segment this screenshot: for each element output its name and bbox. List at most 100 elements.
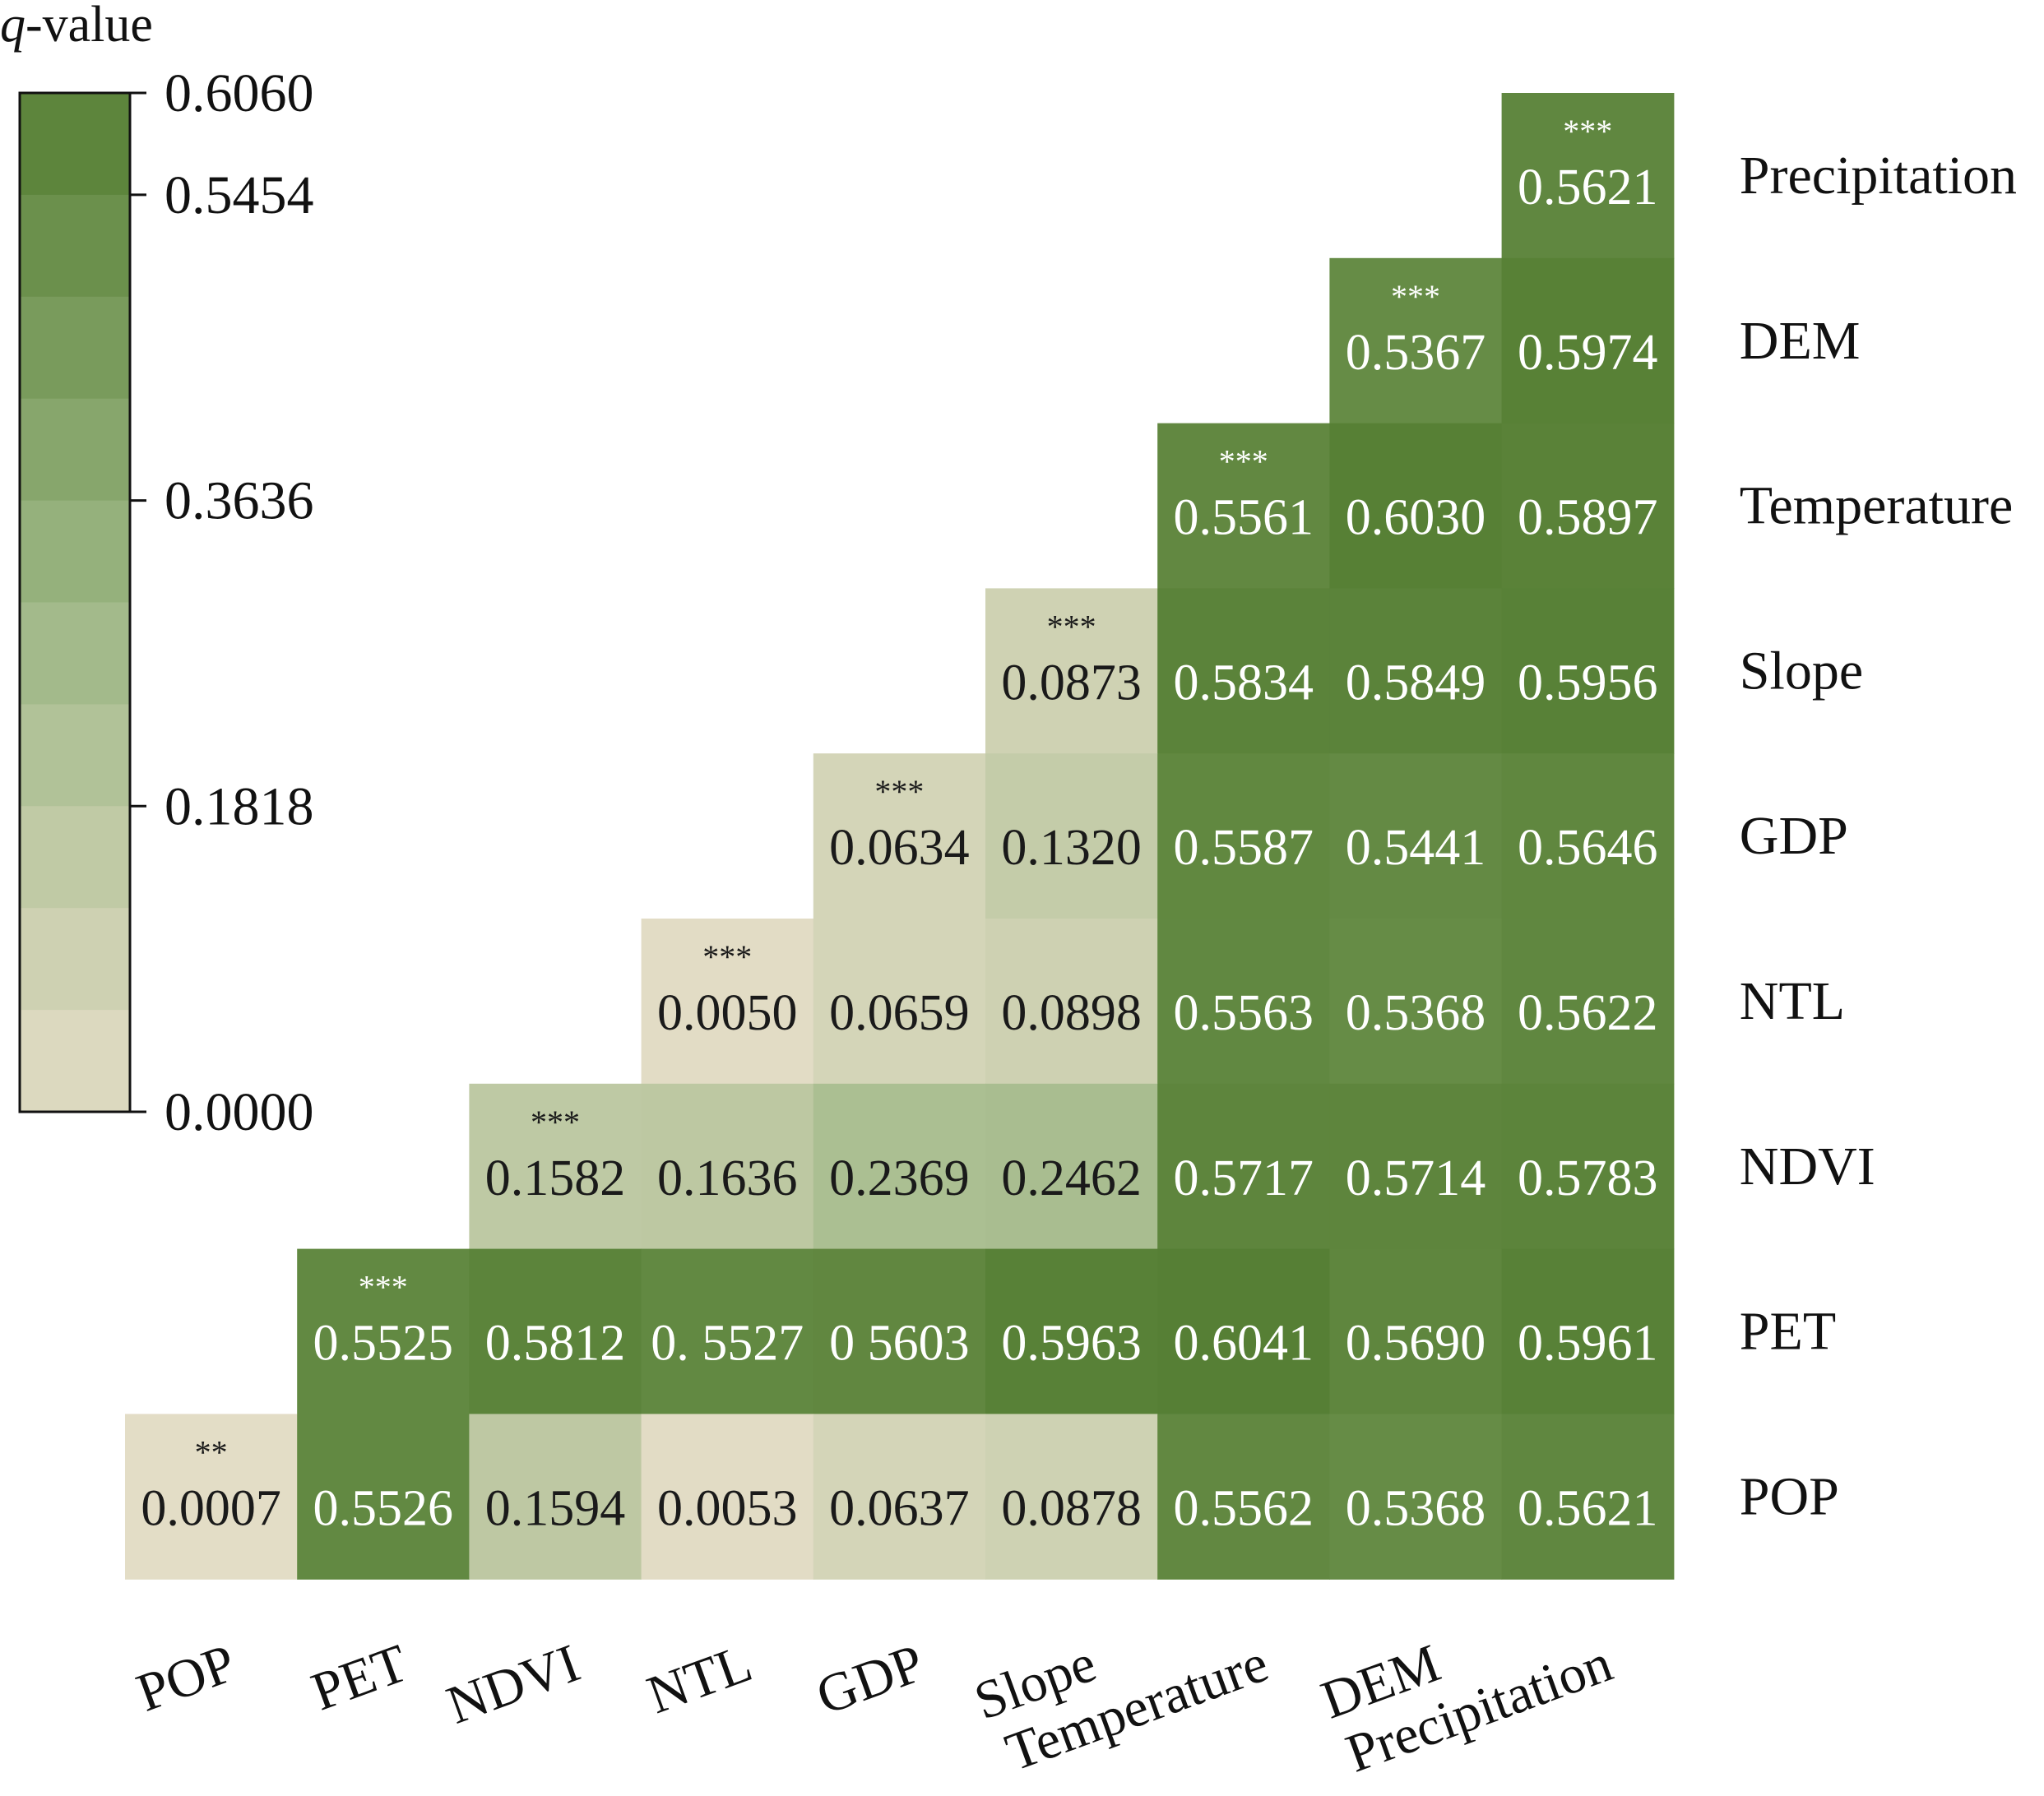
cell-value-label: 0.5368 [1346, 1480, 1486, 1536]
legend-tick-label: 0.6060 [165, 63, 314, 123]
cell-value-label: 0.5783 [1518, 1150, 1658, 1206]
cell-value-label: 0.5974 [1518, 325, 1658, 381]
heatmap-cell [125, 1414, 298, 1580]
significance-label: *** [874, 773, 924, 810]
heatmap-cell [1501, 1083, 1675, 1250]
row-label: NTL [1740, 971, 1845, 1031]
heatmap-cell [1501, 257, 1675, 424]
cell-value-label: 0.1636 [657, 1150, 798, 1206]
heatmap-cell [469, 1414, 642, 1580]
heatmap-cell [1157, 919, 1330, 1085]
cell-value-label: 0. 5527 [651, 1316, 804, 1372]
column-label: POP [129, 1633, 243, 1724]
heatmap-cell [985, 588, 1158, 754]
heatmap-cell [641, 1248, 814, 1414]
cell-value-label: 0.5956 [1518, 655, 1658, 711]
heatmap-cell [641, 919, 814, 1085]
heatmap-cell [1501, 588, 1675, 754]
row-labels: Precipitation DEM Temperature Slope GDP NTL ND… [1740, 146, 2017, 1526]
heatmap-cell [641, 1414, 814, 1580]
column-label: NTL [640, 1633, 760, 1725]
legend-color-step [20, 500, 130, 604]
row-label: PET [1740, 1302, 1836, 1362]
column-label: GDP [809, 1633, 931, 1727]
heatmap-cell [641, 1083, 814, 1250]
cell-value-label: 0.0878 [1001, 1480, 1142, 1536]
cell-value-label: 0.5526 [313, 1480, 454, 1536]
heatmap-cells: 0.5621 *** 0.5367 *** 0.5974 0.5561 *** 0.6030 0… [125, 93, 1675, 1580]
heatmap-cell [1157, 423, 1330, 589]
significance-label: *** [1563, 113, 1612, 150]
heatmap-cell [469, 1248, 642, 1414]
cell-value-label: 0.5622 [1518, 985, 1658, 1041]
heatmap-cell [1157, 1248, 1330, 1414]
cell-value-label: 0.5834 [1174, 655, 1314, 711]
cell-value-label: 0.0007 [141, 1480, 281, 1536]
legend-title: q-value [0, 0, 153, 53]
column-label: PET [304, 1633, 415, 1723]
cell-value-label: 0.2462 [1001, 1150, 1142, 1206]
heatmap-cell [1501, 1248, 1675, 1414]
heatmap-cell [985, 919, 1158, 1085]
legend-tick-label: 0.0000 [165, 1082, 314, 1142]
heatmap-cell [1501, 1414, 1675, 1580]
heatmap-cell [985, 1248, 1158, 1414]
heatmap-cell [1329, 919, 1503, 1085]
cell-value-label: 0.0637 [829, 1480, 970, 1536]
cell-value-label: 0.0634 [829, 820, 970, 876]
legend-title-var: q [0, 0, 25, 53]
significance-label: *** [531, 1104, 580, 1141]
heatmap-cell [813, 1414, 986, 1580]
cell-value-label: 0.5963 [1001, 1316, 1142, 1372]
heatmap-cell [1329, 257, 1503, 424]
legend-color-step [20, 704, 130, 807]
heatmap-cell [1329, 753, 1503, 919]
cell-value-label: 0.0659 [829, 985, 970, 1041]
cell-value-label: 0.5525 [313, 1316, 454, 1372]
heatmap-cell [1501, 753, 1675, 919]
heatmap-cell [985, 753, 1158, 919]
row-label: POP [1740, 1466, 1839, 1526]
heatmap-cell [1501, 93, 1675, 259]
cell-value-label: 0 5603 [829, 1316, 970, 1372]
cell-value-label: 0.5441 [1346, 820, 1486, 876]
heatmap-cell [1157, 1083, 1330, 1250]
cell-value-label: 0.5621 [1518, 1480, 1658, 1536]
heatmap-cell [1157, 753, 1330, 919]
cell-value-label: 0.1320 [1001, 820, 1142, 876]
significance-label: *** [1219, 443, 1268, 480]
color-legend: q-value 0.6060 0.5454 0.3636 0.1818 0.0000 [0, 0, 314, 1142]
row-label: Slope [1740, 641, 1863, 701]
cell-value-label: 0.5812 [485, 1316, 626, 1372]
row-label: Precipitation [1740, 146, 2017, 206]
cell-value-label: 0.5563 [1174, 985, 1314, 1041]
heatmap-cell [813, 1083, 986, 1250]
heatmap-cell [297, 1248, 470, 1414]
heatmap-cell [1501, 919, 1675, 1085]
cell-value-label: 0.1594 [485, 1480, 626, 1536]
significance-label: *** [1047, 608, 1096, 645]
row-label: Temperature [1740, 476, 2014, 536]
heatmap-cell [469, 1083, 642, 1250]
cell-value-label: 0.0898 [1001, 985, 1142, 1041]
legend-border [18, 91, 132, 1113]
cell-value-label: 0.5587 [1174, 820, 1314, 876]
cell-value-label: 0.1582 [485, 1150, 626, 1206]
cell-value-label: 0.0873 [1001, 655, 1142, 711]
cell-value-label: 0.5849 [1346, 655, 1486, 711]
heatmap-cell [813, 1248, 986, 1414]
heatmap-cell [1157, 588, 1330, 754]
heatmap-cell [1329, 423, 1503, 589]
cell-value-label: 0.0050 [657, 985, 798, 1041]
cell-value-label: 0.5714 [1346, 1150, 1486, 1206]
legend-color-step [20, 398, 130, 502]
legend-tick-label: 0.1818 [165, 776, 314, 836]
significance-label: *** [359, 1269, 408, 1306]
cell-value-label: 0.5961 [1518, 1316, 1658, 1372]
heatmap-cell [1329, 1083, 1503, 1250]
legend-color-step [20, 806, 130, 909]
heatmap-cell [297, 1414, 470, 1580]
cell-value-label: 0.5561 [1174, 490, 1314, 546]
legend-color-step [20, 194, 130, 298]
